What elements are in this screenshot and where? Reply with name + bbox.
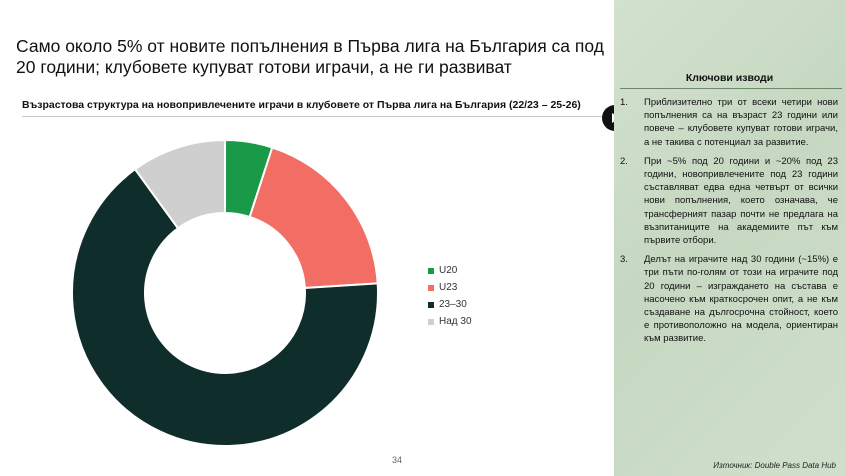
legend-item: U20: [428, 262, 472, 279]
legend-swatch: [428, 284, 434, 291]
legend-item: Над 30: [428, 313, 472, 330]
key-findings-panel: Ключови изводи 1. Приблизително три от в…: [614, 0, 845, 476]
finding-item: 1. Приблизително три от всеки четири нов…: [620, 96, 838, 149]
findings-list: 1. Приблизително три от всеки четири нов…: [620, 96, 838, 352]
donut-chart: [71, 138, 379, 447]
finding-number: 2.: [620, 155, 628, 167]
finding-item: 2. При ~5% под 20 години и ~20% под 23 г…: [620, 155, 838, 247]
finding-text: При ~5% под 20 години и ~20% под 23 годи…: [644, 155, 838, 247]
chart-title: Възрастова структура на новопривлечените…: [22, 99, 581, 111]
legend-item: U23: [428, 279, 472, 296]
slide-title: Само около 5% от новите попълнения в Пър…: [16, 36, 604, 77]
chart-title-divider: [22, 116, 607, 117]
chart-legend: U20 U23 23–30 Над 30: [428, 262, 472, 330]
finding-item: 3. Делът на играчите над 30 години (~15%…: [620, 253, 838, 345]
legend-label: Над 30: [439, 316, 472, 327]
legend-label: 23–30: [439, 299, 467, 310]
donut-slice-3: [71, 167, 379, 447]
finding-number: 1.: [620, 97, 628, 108]
panel-divider: [620, 88, 842, 89]
panel-title: Ключови изводи: [685, 72, 774, 84]
legend-swatch: [428, 318, 434, 325]
legend-label: U20: [439, 265, 458, 276]
donut-slice-2: [248, 146, 379, 290]
legend-swatch: [428, 301, 434, 308]
donut-slice-4: [133, 138, 226, 230]
finding-number: 3.: [620, 254, 628, 266]
finding-text: Приблизително три от всеки четири нови п…: [644, 97, 838, 148]
legend-item: 23–30: [428, 296, 472, 313]
finding-text: Делът на играчите над 30 години (~15%) е…: [644, 254, 838, 345]
source-note: Източник: Double Pass Data Hub: [713, 461, 836, 470]
legend-swatch: [428, 267, 434, 274]
legend-label: U23: [439, 282, 458, 293]
page-number: 34: [392, 455, 403, 465]
